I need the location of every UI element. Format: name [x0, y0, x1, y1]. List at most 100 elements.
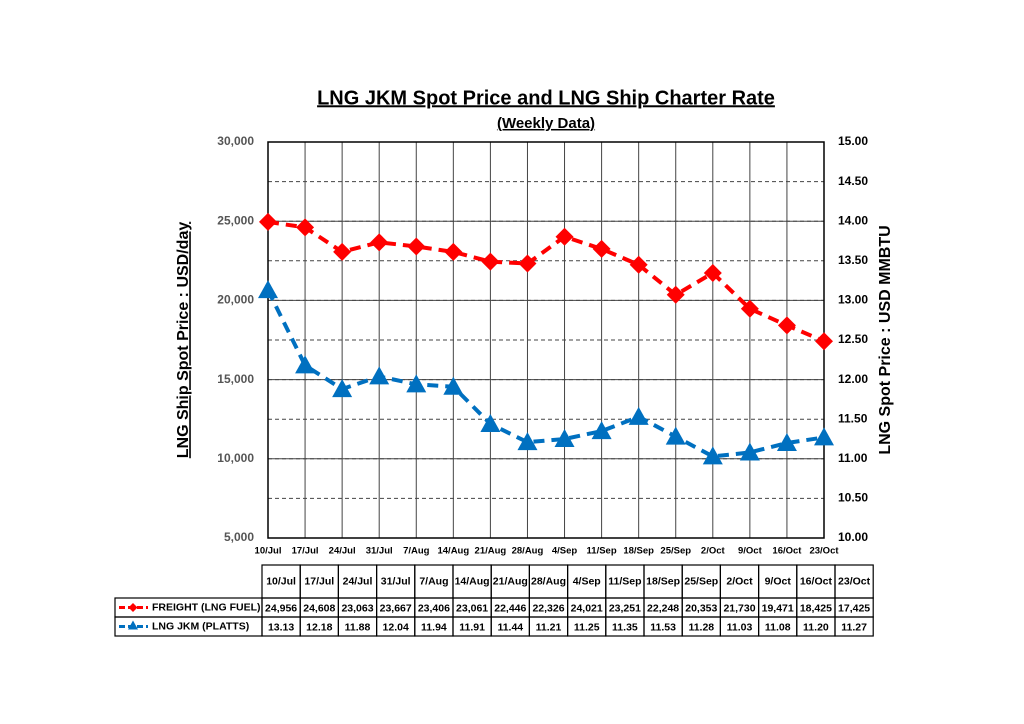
data-point — [369, 366, 390, 385]
x-tick-label: 24/Jul — [329, 546, 356, 557]
data-point — [444, 242, 463, 261]
data-point — [518, 254, 537, 273]
table-value: 23,061 — [456, 602, 488, 614]
x-tick-label: 10/Jul — [255, 546, 282, 557]
data-point — [591, 421, 612, 440]
table-header: 4/Sep — [573, 575, 601, 587]
y2-tick-label: 14.50 — [838, 174, 868, 188]
table-header: 24/Jul — [343, 575, 373, 587]
data-point — [739, 442, 760, 461]
table-header: 9/Oct — [765, 575, 792, 587]
table-value: 18,425 — [800, 602, 832, 614]
chart-subtitle: (Weekly Data) — [497, 115, 595, 132]
table-value: 11.20 — [803, 621, 829, 633]
data-point — [259, 212, 277, 231]
table-value: 12.18 — [306, 621, 332, 633]
table-value: 12.04 — [383, 621, 409, 633]
table-header: 10/Jul — [266, 575, 296, 587]
legend-marker — [128, 603, 138, 612]
chart-title: LNG JKM Spot Price and LNG Ship Charter … — [317, 87, 775, 109]
data-point — [815, 332, 833, 351]
table-value: 23,251 — [609, 602, 641, 614]
data-point — [480, 413, 501, 432]
table-header: 25/Sep — [684, 575, 718, 587]
data-point — [333, 242, 352, 261]
table-value: 22,446 — [494, 602, 526, 614]
table-value: 24,021 — [571, 602, 603, 614]
y2-axis-label: LNG Spot Price : USD MMBTU — [877, 225, 894, 454]
x-tick-label: 21/Aug — [475, 546, 507, 557]
x-tick-label: 28/Aug — [512, 546, 544, 557]
data-point — [481, 252, 500, 271]
table-header: 14/Aug — [455, 575, 490, 587]
y2-tick-label: 11.50 — [838, 411, 868, 425]
data-point — [554, 429, 575, 447]
table-value: 13.13 — [268, 621, 294, 633]
table-header: 23/Oct — [838, 575, 871, 587]
x-tick-label: 2/Oct — [701, 546, 726, 557]
data-point — [443, 376, 464, 395]
x-tick-label: 17/Jul — [292, 546, 319, 557]
x-tick-label: 7/Aug — [403, 546, 430, 557]
series-line — [266, 289, 825, 459]
table-cell — [834, 616, 874, 637]
table-header: 31/Jul — [381, 575, 411, 587]
table-value: 24,608 — [303, 602, 335, 614]
data-point — [665, 426, 686, 445]
y2-tick-label: 10.50 — [838, 491, 868, 505]
table-value: 23,063 — [341, 602, 373, 614]
x-tick-label: 9/Oct — [738, 546, 763, 557]
y-tick-label: 10,000 — [217, 451, 254, 465]
table-header: 2/Oct — [726, 575, 753, 587]
data-point — [258, 280, 278, 299]
table-value: 11.53 — [650, 621, 676, 633]
table-value: 11.35 — [612, 621, 638, 633]
x-tick-label: 31/Jul — [366, 546, 393, 557]
table-value: 11.21 — [536, 621, 562, 633]
table-header: 11/Sep — [608, 575, 641, 587]
table-header: 28/Aug — [531, 575, 566, 587]
y-tick-label: 30,000 — [217, 134, 254, 148]
table-header: 21/Aug — [493, 575, 528, 587]
y-tick-label: 5,000 — [224, 530, 254, 544]
y2-tick-label: 14.00 — [838, 213, 868, 227]
data-point — [777, 316, 796, 335]
table-value: 11.27 — [841, 621, 867, 633]
data-point — [296, 218, 315, 237]
table-value: 23,667 — [380, 602, 412, 614]
table-value: 19,471 — [762, 602, 794, 614]
data-point — [703, 263, 722, 282]
x-tick-label: 18/Sep — [623, 546, 654, 557]
data-point — [555, 227, 574, 246]
table-value: 24,956 — [265, 602, 297, 614]
y2-tick-label: 12.50 — [838, 332, 868, 346]
y-axis-label: LNG Ship Spot Price : USD/day — [175, 222, 192, 459]
table-header: 17/Jul — [304, 575, 334, 587]
table-value: 11.94 — [421, 621, 447, 633]
data-point — [702, 446, 723, 465]
data-point — [592, 239, 611, 258]
table-value: 22,326 — [532, 602, 564, 614]
data-point — [407, 237, 426, 256]
table-value: 11.91 — [459, 621, 485, 633]
table-value: 11.44 — [497, 621, 523, 633]
data-point — [776, 432, 797, 451]
x-tick-label: 16/Oct — [772, 546, 802, 557]
y2-tick-label: 10.00 — [838, 530, 868, 544]
series-line — [267, 219, 825, 344]
legend-marker — [128, 620, 138, 630]
y2-tick-label: 13.50 — [838, 253, 868, 267]
data-point — [406, 374, 427, 393]
table-value: 11.88 — [345, 621, 371, 633]
table-header: 16/Oct — [800, 575, 833, 587]
table-value: 20,353 — [685, 602, 717, 614]
data-point — [740, 299, 759, 318]
data-point — [666, 285, 685, 304]
table-value: 11.08 — [765, 621, 791, 633]
data-point — [814, 427, 834, 446]
x-tick-label: 11/Sep — [587, 546, 617, 557]
data-point — [628, 406, 649, 425]
x-tick-label: 4/Sep — [552, 546, 578, 557]
